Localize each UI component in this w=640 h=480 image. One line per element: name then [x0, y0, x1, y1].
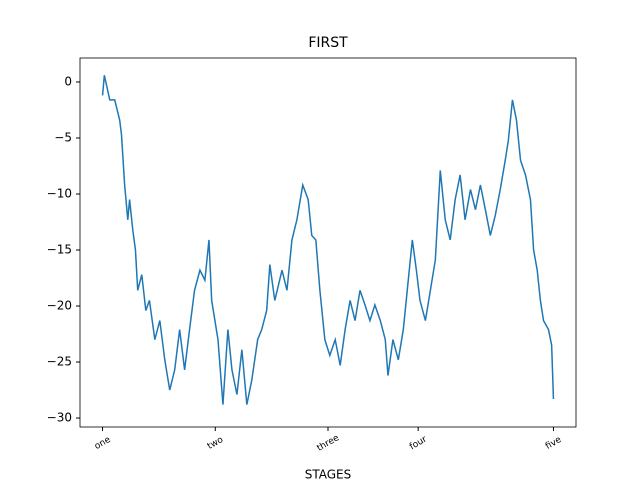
- line: [101, 75, 555, 405]
- y-tick-label: −20: [47, 299, 72, 313]
- x-tick-label: one: [93, 435, 113, 452]
- plot-frame: [79, 57, 577, 428]
- x-tick-label: four: [408, 434, 429, 452]
- y-tick-label: −15: [47, 243, 72, 257]
- x-axis-label: STAGES: [305, 468, 352, 480]
- chart-title: FIRST: [308, 35, 348, 51]
- x-tick-label: two: [206, 435, 226, 452]
- y-tick-label: 0: [64, 74, 72, 88]
- x-tick-label: three: [315, 433, 341, 454]
- x-tick-label: five: [544, 435, 564, 452]
- y-tick-label: −5: [54, 130, 72, 144]
- y-tick-label: −30: [47, 411, 72, 425]
- y-tick-label: −25: [47, 355, 72, 369]
- y-tick-label: −10: [47, 186, 72, 200]
